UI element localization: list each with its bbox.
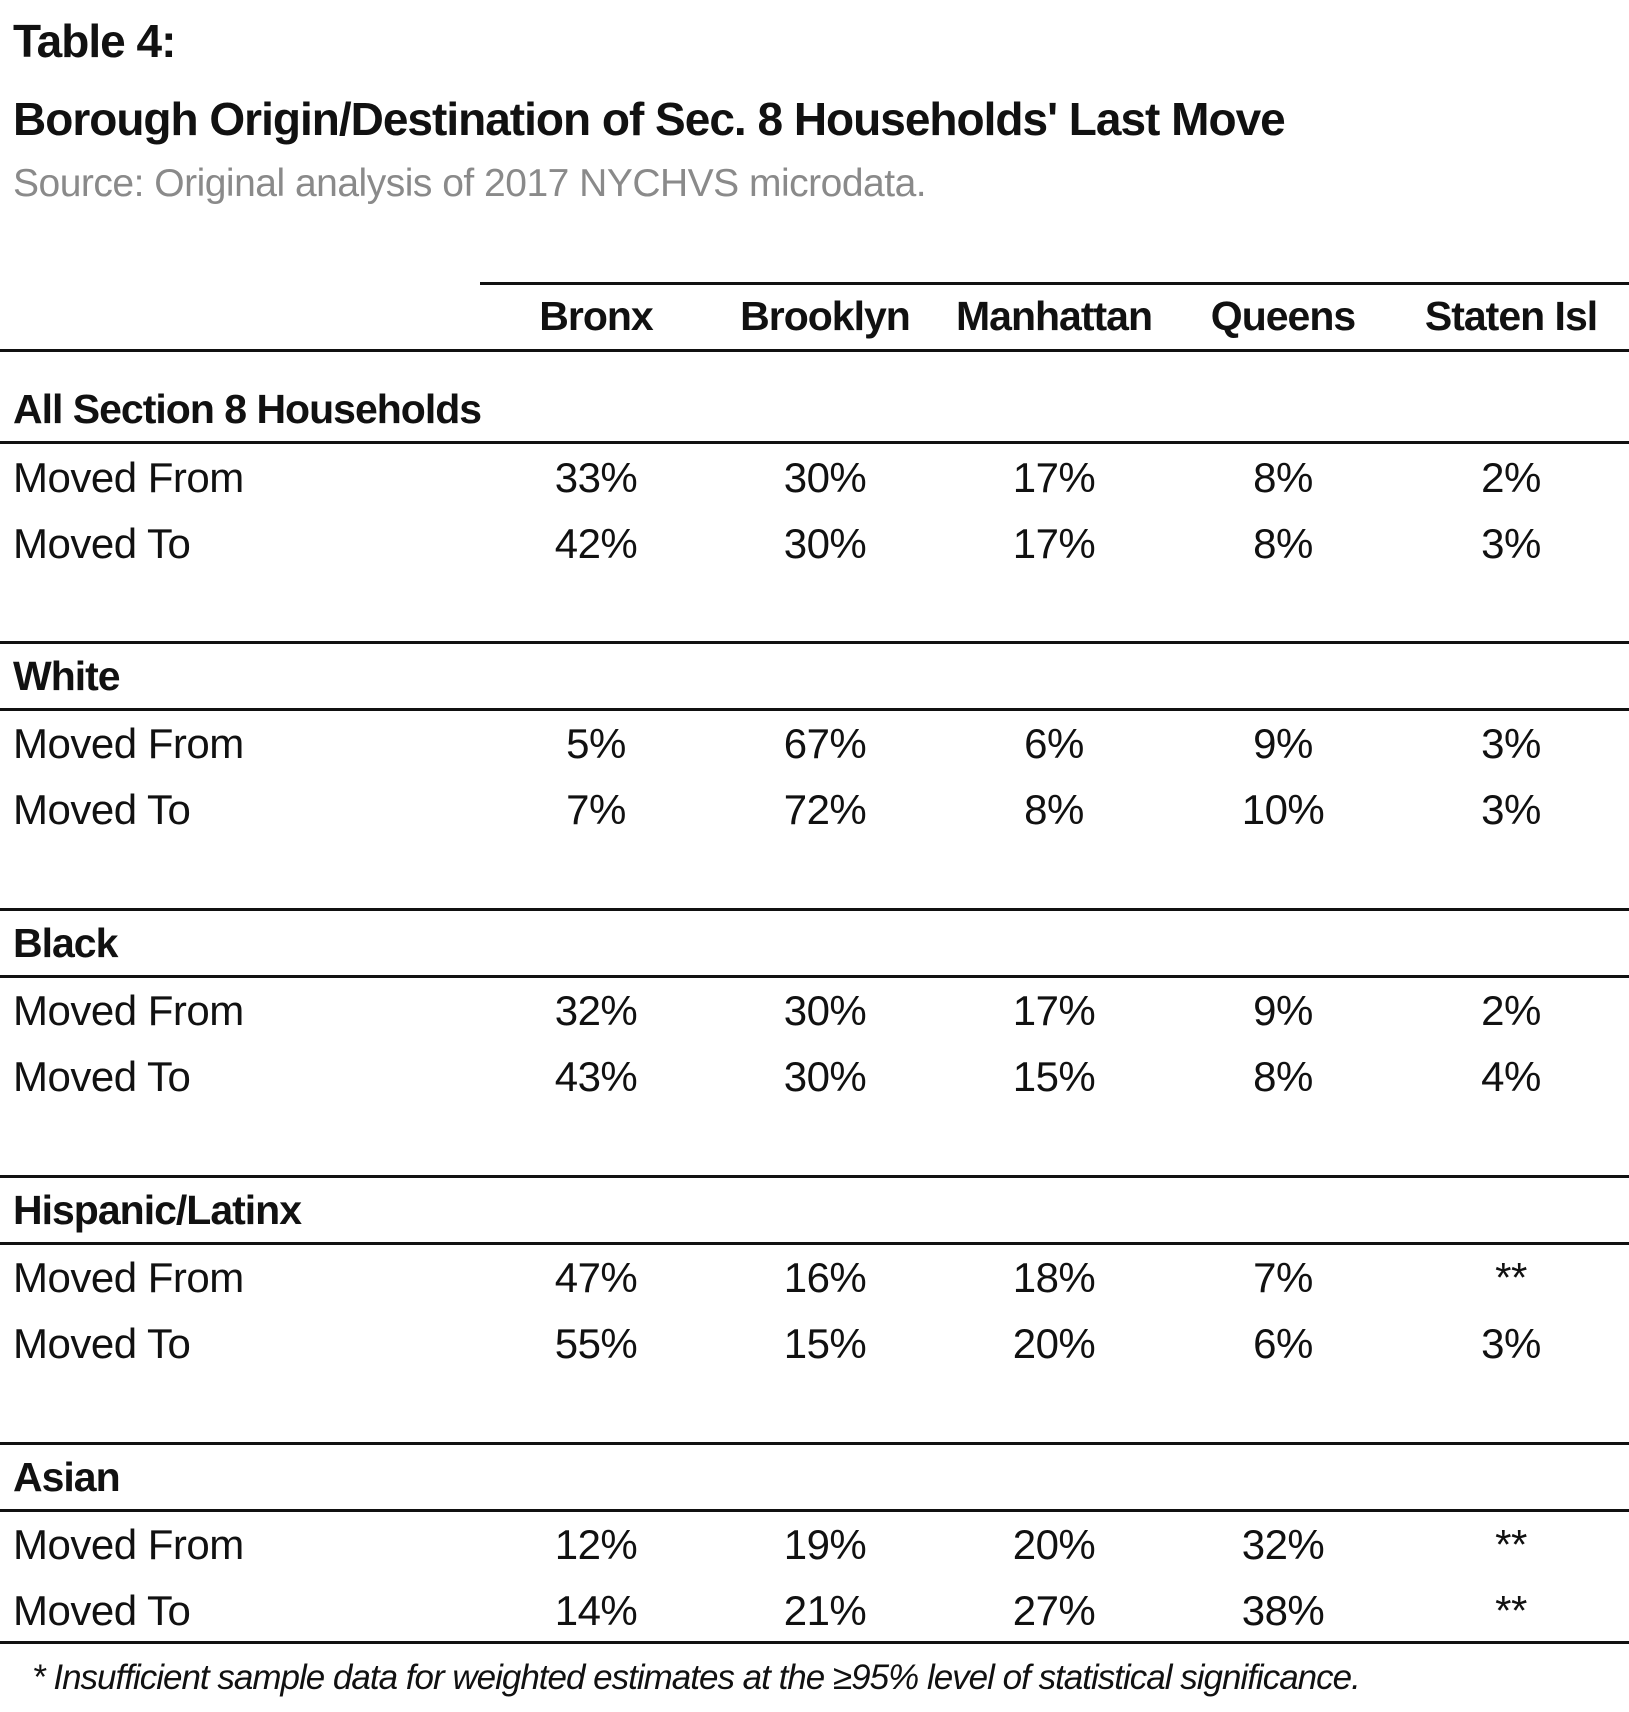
table-cell: 20% xyxy=(1012,1320,1096,1367)
source-note: Source: Original analysis of 2017 NYCHVS… xyxy=(13,162,927,205)
table-cell: 55% xyxy=(554,1320,638,1367)
table-cell: 3% xyxy=(1481,1320,1541,1367)
table-cell: 7% xyxy=(566,786,626,833)
row-label: Moved To xyxy=(13,1053,191,1100)
table-cell: 21% xyxy=(783,1587,867,1634)
section-separator-rule xyxy=(0,908,1629,911)
section-separator-rule xyxy=(0,1442,1629,1445)
table-cell: 9% xyxy=(1253,720,1313,767)
table-cell: 3% xyxy=(1481,520,1541,567)
table-cell: 6% xyxy=(1024,720,1084,767)
table-cell: 18% xyxy=(1012,1254,1096,1301)
table-cell: 12% xyxy=(554,1521,638,1568)
table-cell: 30% xyxy=(783,1053,867,1100)
table-cell: 43% xyxy=(554,1053,638,1100)
table-cell: 8% xyxy=(1253,1053,1313,1100)
group-rule xyxy=(0,975,1629,978)
section-separator-rule xyxy=(0,1175,1629,1178)
table-cell: 42% xyxy=(554,520,638,567)
table-cell: 38% xyxy=(1241,1587,1325,1634)
table-cell: 72% xyxy=(783,786,867,833)
table-cell: 2% xyxy=(1481,454,1541,501)
table-cell: 3% xyxy=(1481,786,1541,833)
table-cell: ** xyxy=(1495,1254,1527,1301)
row-label: Moved From xyxy=(13,1521,244,1568)
column-header-bronx: Bronx xyxy=(539,293,653,339)
group-rule xyxy=(0,708,1629,711)
table-cell: 3% xyxy=(1481,720,1541,767)
table-bottom-rule xyxy=(0,1641,1629,1644)
table-cell: 30% xyxy=(783,520,867,567)
table-cell: 2% xyxy=(1481,987,1541,1034)
table-cell: 7% xyxy=(1253,1254,1313,1301)
table-cell: 27% xyxy=(1012,1587,1096,1634)
table-cell: 4% xyxy=(1481,1053,1541,1100)
table-cell: 32% xyxy=(554,987,638,1034)
table-cell: ** xyxy=(1495,1521,1527,1568)
header-top-rule xyxy=(480,282,1629,285)
table-number: Table 4: xyxy=(13,15,176,67)
table-cell: 20% xyxy=(1012,1521,1096,1568)
section-separator-rule xyxy=(0,641,1629,644)
column-header-queens: Queens xyxy=(1210,293,1356,339)
group-title: All Section 8 Households xyxy=(13,386,482,432)
header-bottom-rule xyxy=(0,349,1629,352)
table-cell: 10% xyxy=(1241,786,1325,833)
table-cell: 5% xyxy=(566,720,626,767)
group-rule xyxy=(0,1242,1629,1245)
table-cell: 6% xyxy=(1253,1320,1313,1367)
table-cell: 8% xyxy=(1024,786,1084,833)
footnote: * Insufficient sample data for weighted … xyxy=(32,1658,1361,1697)
table-cell: 67% xyxy=(783,720,867,767)
table-cell: 8% xyxy=(1253,520,1313,567)
table-title: Borough Origin/Destination of Sec. 8 Hou… xyxy=(13,93,1286,145)
group-title: Asian xyxy=(13,1454,121,1500)
group-title: Black xyxy=(13,920,118,966)
row-label: Moved From xyxy=(13,454,244,501)
row-label: Moved From xyxy=(13,720,244,767)
column-header-staten-isl: Staten Isl xyxy=(1424,293,1598,339)
column-header-brooklyn: Brooklyn xyxy=(740,293,911,339)
row-label: Moved From xyxy=(13,1254,244,1301)
table-cell: 30% xyxy=(783,454,867,501)
group-rule xyxy=(0,441,1629,444)
row-label: Moved To xyxy=(13,1587,191,1634)
table-cell: 16% xyxy=(783,1254,867,1301)
table-cell: 19% xyxy=(783,1521,867,1568)
table-cell: 17% xyxy=(1012,987,1096,1034)
row-label: Moved To xyxy=(13,1320,191,1367)
table-cell: 15% xyxy=(1012,1053,1096,1100)
table-cell: 17% xyxy=(1012,454,1096,501)
row-label: Moved To xyxy=(13,520,191,567)
table-cell: 33% xyxy=(554,454,638,501)
table-cell: 14% xyxy=(554,1587,638,1634)
group-title: White xyxy=(13,653,121,699)
group-rule xyxy=(0,1509,1629,1512)
table-cell: 17% xyxy=(1012,520,1096,567)
table-cell: 15% xyxy=(783,1320,867,1367)
table-cell: 47% xyxy=(554,1254,638,1301)
table-cell: 8% xyxy=(1253,454,1313,501)
table-cell: 32% xyxy=(1241,1521,1325,1568)
row-label: Moved From xyxy=(13,987,244,1034)
table-cell: 30% xyxy=(783,987,867,1034)
row-label: Moved To xyxy=(13,786,191,833)
table-cell: ** xyxy=(1495,1587,1527,1634)
group-title: Hispanic/Latinx xyxy=(13,1187,302,1233)
table-cell: 9% xyxy=(1253,987,1313,1034)
column-header-manhattan: Manhattan xyxy=(956,293,1153,339)
